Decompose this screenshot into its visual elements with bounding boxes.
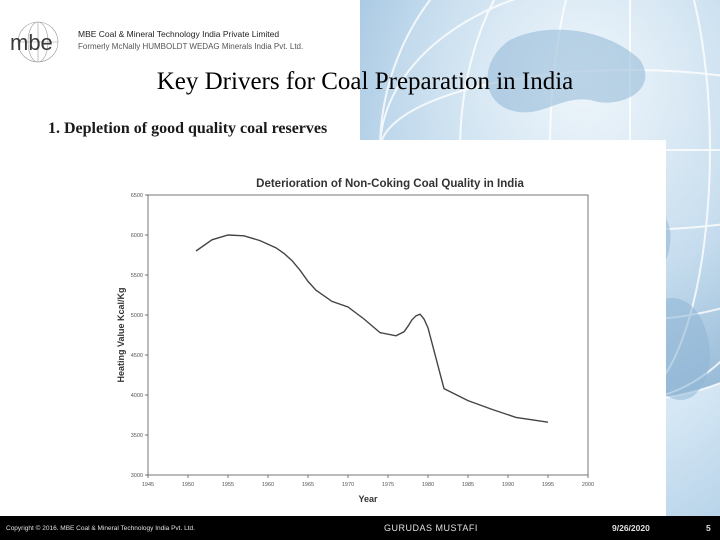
- x-tick-label: 1960: [262, 482, 274, 488]
- x-tick-label: 1955: [222, 482, 234, 488]
- y-tick-label: 6500: [131, 193, 143, 199]
- company-logo: mbe: [8, 20, 72, 64]
- x-tick-label: 1995: [542, 482, 554, 488]
- company-name: MBE Coal & Mineral Technology India Priv…: [78, 29, 280, 39]
- y-tick-label: 5000: [131, 313, 143, 319]
- line-chart: Deterioration of Non-Coking Coal Quality…: [116, 178, 594, 504]
- y-axis-label: Heating Value Kcal/Kg: [116, 287, 126, 382]
- x-axis-label: Year: [358, 494, 378, 504]
- y-tick-label: 3500: [131, 433, 143, 439]
- plot-area: [147, 194, 589, 476]
- x-axis: 1945 1950 1955 1960 1965 1970 1975 1980 1985 1990…: [142, 475, 594, 488]
- x-tick-label: 1975: [382, 482, 394, 488]
- series-line: [195, 234, 549, 423]
- y-tick-label: 6000: [131, 233, 143, 239]
- y-tick-label: 4500: [131, 353, 143, 359]
- footer-date: 9/26/2020: [612, 523, 650, 533]
- y-axis: 3000 3500 4000 4500 5000 5500 6000 6500: [131, 193, 148, 479]
- y-tick-label: 4000: [131, 393, 143, 399]
- footer-page-number: 5: [706, 523, 711, 533]
- bullet-point: 1. Depletion of good quality coal reserv…: [48, 120, 328, 137]
- x-tick-label: 1970: [342, 482, 354, 488]
- x-tick-label: 1990: [502, 482, 514, 488]
- logo-graphic: mbe: [10, 21, 59, 63]
- x-tick-label: 1945: [142, 482, 154, 488]
- footer-copyright: Copyright © 2016. MBE Coal & Mineral Tec…: [6, 525, 195, 532]
- company-former-name: Formerly McNally HUMBOLDT WEDAG Minerals…: [78, 42, 304, 51]
- slide-title: Key Drivers for Coal Preparation in Indi…: [156, 68, 574, 95]
- x-tick-label: 1980: [422, 482, 434, 488]
- footer-bar: Copyright © 2016. MBE Coal & Mineral Tec…: [0, 516, 720, 540]
- y-tick-label: 5500: [131, 273, 143, 279]
- chart-title: Deterioration of Non-Coking Coal Quality…: [256, 178, 524, 190]
- x-tick-label: 1965: [302, 482, 314, 488]
- footer-author: GURUDAS MUSTAFI: [384, 523, 478, 533]
- x-tick-label: 1985: [462, 482, 474, 488]
- y-tick-label: 3000: [131, 473, 143, 479]
- chart-panel: Deterioration of Non-Coking Coal Quality…: [108, 140, 666, 518]
- logo-text: mbe: [10, 30, 53, 55]
- x-tick-label: 2000: [582, 482, 594, 488]
- x-tick-label: 1950: [182, 482, 194, 488]
